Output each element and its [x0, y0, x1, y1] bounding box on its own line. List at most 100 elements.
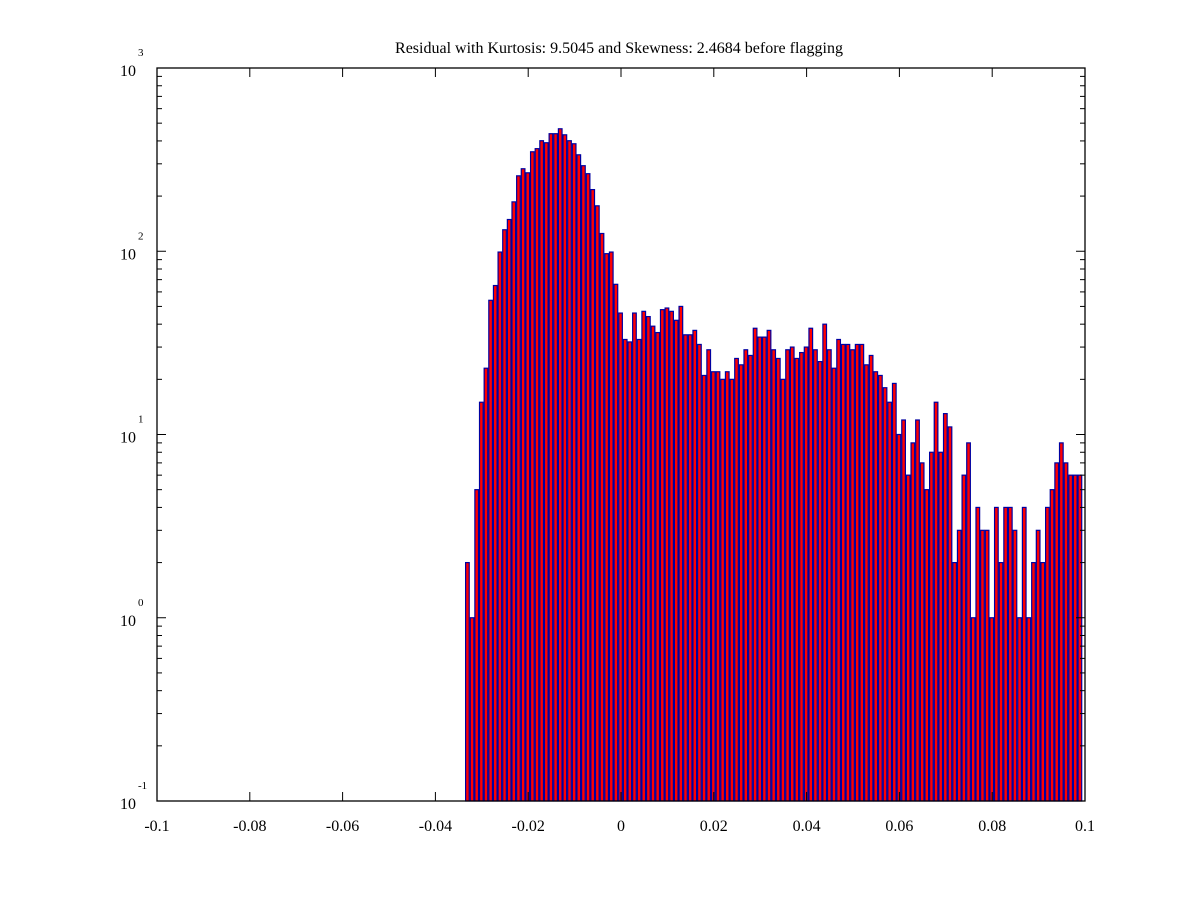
histogram-bar: [928, 451, 934, 802]
histogram-bar: [1031, 561, 1036, 802]
histogram-bar: [553, 133, 558, 802]
histogram-bar: [938, 451, 944, 802]
bars-group: [464, 128, 1083, 802]
histogram-bar: [594, 205, 600, 802]
histogram-bar: [817, 360, 823, 802]
histogram-bar: [785, 349, 790, 802]
histogram-bar: [664, 307, 670, 802]
histogram-bar: [710, 371, 716, 802]
histogram-bar: [1040, 561, 1046, 802]
histogram-bar: [850, 349, 855, 802]
histogram-bar: [669, 310, 674, 802]
histogram-bar: [910, 442, 916, 802]
histogram-bar: [548, 133, 554, 802]
histogram-bar: [1017, 617, 1022, 802]
histogram-bar: [557, 128, 563, 802]
histogram-bar: [845, 343, 851, 802]
histogram-bar: [975, 506, 981, 802]
histogram-bar: [1068, 474, 1074, 802]
y-tick-exponent: 3: [138, 47, 144, 59]
histogram-bar: [794, 357, 800, 802]
histogram-bar: [1021, 506, 1027, 802]
histogram-bar: [622, 338, 628, 802]
histogram-bar: [715, 371, 721, 802]
histogram-bar: [901, 419, 906, 802]
histogram-bar: [1063, 462, 1069, 802]
histogram-bar: [882, 387, 888, 802]
histogram-bar: [808, 327, 814, 802]
histogram-bar: [812, 349, 818, 802]
histogram-bar: [488, 299, 494, 802]
histogram-bar: [696, 343, 702, 802]
histogram-bar: [590, 188, 596, 802]
histogram-bar: [831, 367, 837, 802]
histogram-bar: [1035, 529, 1041, 802]
histogram-bar: [780, 378, 786, 802]
y-tick-exponent: 0: [138, 597, 144, 609]
histogram-bar: [933, 401, 939, 802]
chart-title: Residual with Kurtosis: 9.5045 and Skewn…: [395, 40, 843, 57]
histogram-bar: [1054, 462, 1060, 802]
histogram-bar: [956, 529, 962, 802]
histogram-bar: [474, 489, 480, 802]
histogram-bar: [942, 413, 948, 802]
histogram-bar: [729, 378, 735, 802]
histogram-bar: [771, 349, 777, 802]
histogram-bar: [775, 357, 781, 802]
histogram-bar: [1044, 506, 1050, 802]
histogram-bar: [645, 315, 651, 802]
histogram-bar: [873, 371, 879, 802]
histogram-bar: [608, 251, 614, 802]
histogram-bar: [618, 312, 623, 802]
histogram-bar: [864, 364, 869, 802]
histogram-bar: [877, 374, 883, 802]
histogram-bar: [683, 334, 688, 802]
histogram-bar: [567, 140, 572, 802]
histogram-bar: [464, 561, 470, 802]
histogram-bar: [724, 371, 730, 802]
histogram-bar: [511, 201, 517, 802]
histogram-bar: [576, 154, 582, 802]
histogram-bar: [826, 349, 832, 802]
histogram-bar: [650, 325, 656, 802]
histogram-bar: [752, 327, 758, 802]
histogram-bar: [980, 529, 985, 802]
histogram-bar: [734, 357, 739, 802]
histogram-bar: [520, 168, 526, 802]
histogram-bar: [799, 351, 804, 802]
histogram-bar: [743, 349, 749, 802]
histogram-bar: [562, 134, 568, 802]
x-tick-label: 0.1: [1075, 818, 1095, 835]
histogram-bar: [701, 374, 707, 802]
histogram-bar: [961, 474, 967, 802]
x-tick-label: 0: [617, 818, 625, 835]
histogram-bar: [789, 346, 795, 802]
histogram-bar: [636, 338, 642, 802]
histogram-bar: [1003, 506, 1009, 802]
histogram-bar: [627, 341, 633, 802]
histogram-bar: [952, 561, 958, 802]
histogram-bar: [984, 529, 990, 802]
histogram-bar: [478, 401, 484, 802]
histogram-bar: [655, 331, 661, 802]
histogram-bar: [720, 378, 726, 802]
histogram-bar: [469, 617, 475, 802]
y-tick-label: 10: [120, 613, 136, 630]
histogram-bar: [543, 142, 549, 802]
histogram-bar: [687, 334, 693, 802]
histogram-bar: [854, 343, 860, 802]
histogram-bar: [947, 426, 953, 802]
histogram-bar: [502, 229, 507, 802]
histogram-bar: [1077, 474, 1083, 802]
histogram-bar: [993, 506, 999, 802]
histogram-bar: [506, 218, 512, 802]
histogram-bar: [492, 284, 498, 802]
y-tick-label: 10: [120, 246, 136, 263]
histogram-bar: [673, 319, 679, 802]
y-tick-label: 10: [120, 430, 136, 447]
histogram-bar: [1058, 442, 1064, 802]
histogram-bar: [891, 382, 897, 802]
histogram-bar: [836, 338, 842, 802]
axes-group: -0.1 -0.08 -0.06 -0.04 -0.02 0 0.02 0.04 0.06 0.0…: [120, 47, 1095, 835]
